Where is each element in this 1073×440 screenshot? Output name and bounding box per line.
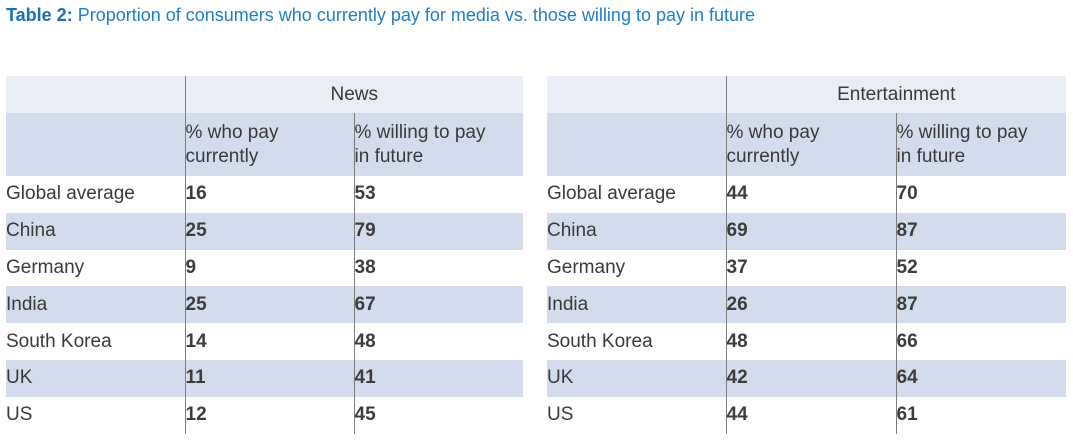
table-body: Global average 44 70 China 69 87 Germany 37 52… xyxy=(547,176,1067,434)
current-cell: 26 xyxy=(725,286,896,324)
country-cell: South Korea xyxy=(6,323,185,360)
future-cell: 66 xyxy=(895,323,1067,360)
country-cell: India xyxy=(6,286,185,324)
current-cell: 11 xyxy=(184,359,354,397)
column-header-future: % willing to pay in future xyxy=(353,113,524,176)
current-cell: 69 xyxy=(725,212,896,250)
current-cell: 9 xyxy=(184,249,354,287)
table-row: Germany 9 38 xyxy=(6,249,524,287)
header-blank-cell xyxy=(6,76,185,113)
current-cell: 44 xyxy=(725,396,896,434)
current-cell: 48 xyxy=(725,323,896,360)
country-cell: China xyxy=(547,212,726,250)
group-header: Entertainment xyxy=(725,76,1067,113)
future-cell: 48 xyxy=(353,323,524,360)
current-cell: 25 xyxy=(184,286,354,324)
column-header-row: % who pay currently % willing to pay in fu… xyxy=(547,113,1067,176)
current-cell: 16 xyxy=(184,176,354,213)
header-blank-cell xyxy=(547,76,726,113)
table-row: UK 42 64 xyxy=(547,359,1067,397)
country-cell: Global average xyxy=(547,176,726,213)
current-cell: 42 xyxy=(725,359,896,397)
future-cell: 53 xyxy=(353,176,524,213)
table-row: Global average 44 70 xyxy=(547,176,1067,213)
header-blank-cell xyxy=(6,113,185,176)
country-cell: US xyxy=(6,396,185,434)
table-row: South Korea 48 66 xyxy=(547,323,1067,360)
future-cell: 64 xyxy=(895,359,1067,397)
table-row: US 12 45 xyxy=(6,396,524,434)
future-cell: 52 xyxy=(895,249,1067,287)
table-row: China 69 87 xyxy=(547,212,1067,250)
table-row: Global average 16 53 xyxy=(6,176,524,213)
column-header-future: % willing to pay in future xyxy=(895,113,1067,176)
table-body: Global average 16 53 China 25 79 Germany 9 38 … xyxy=(6,176,524,434)
country-cell: UK xyxy=(547,359,726,397)
future-cell: 41 xyxy=(353,359,524,397)
country-cell: India xyxy=(547,286,726,324)
table-row: US 44 61 xyxy=(547,396,1067,434)
future-cell: 45 xyxy=(353,396,524,434)
current-cell: 37 xyxy=(725,249,896,287)
table-caption: Proportion of consumers who currently pa… xyxy=(77,5,756,25)
group-header: News xyxy=(184,76,524,113)
country-cell: US xyxy=(547,396,726,434)
table-row: China 25 79 xyxy=(6,212,524,250)
country-cell: Germany xyxy=(6,249,185,287)
future-cell: 38 xyxy=(353,249,524,287)
future-cell: 79 xyxy=(353,212,524,250)
table-row: India 25 67 xyxy=(6,286,524,324)
table-row: South Korea 14 48 xyxy=(6,323,524,360)
column-header-row: % who pay currently % willing to pay in fu… xyxy=(6,113,524,176)
current-cell: 12 xyxy=(184,396,354,434)
future-cell: 70 xyxy=(895,176,1067,213)
future-cell: 67 xyxy=(353,286,524,324)
country-cell: Global average xyxy=(6,176,185,213)
table-row: UK 11 41 xyxy=(6,359,524,397)
table-row: Germany 37 52 xyxy=(547,249,1067,287)
column-header-current: % who pay currently xyxy=(184,113,354,176)
country-cell: Germany xyxy=(547,249,726,287)
country-cell: South Korea xyxy=(547,323,726,360)
table-row: India 26 87 xyxy=(547,286,1067,324)
group-header-row: Entertainment xyxy=(547,76,1067,113)
column-header-current: % who pay currently xyxy=(725,113,896,176)
current-cell: 44 xyxy=(725,176,896,213)
current-cell: 25 xyxy=(184,212,354,250)
country-cell: UK xyxy=(6,359,185,397)
future-cell: 87 xyxy=(895,286,1067,324)
news-table: News % who pay currently % willing to pay… xyxy=(6,76,524,434)
future-cell: 87 xyxy=(895,212,1067,250)
header-blank-cell xyxy=(547,113,726,176)
country-cell: China xyxy=(6,212,185,250)
current-cell: 14 xyxy=(184,323,354,360)
future-cell: 61 xyxy=(895,396,1067,434)
table-label: Table 2: xyxy=(6,5,73,25)
group-header-row: News xyxy=(6,76,524,113)
entertainment-table: Entertainment % who pay currently % willi… xyxy=(547,76,1067,434)
page-title: Table 2: Proportion of consumers who cur… xyxy=(6,4,755,26)
